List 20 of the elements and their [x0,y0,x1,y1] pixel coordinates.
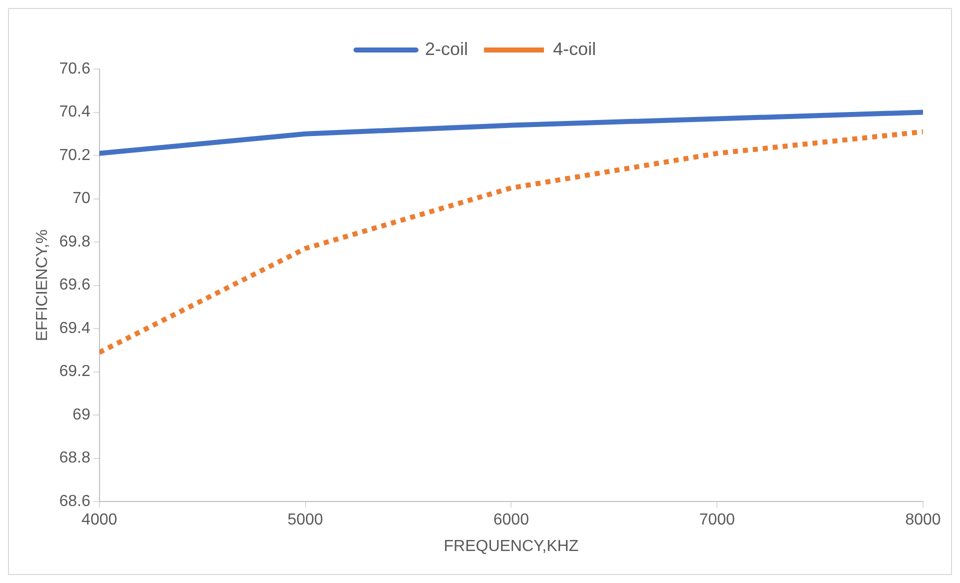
y-tick-label: 70.4 [59,104,90,121]
x-tick-label: 6000 [493,512,530,529]
legend-label: 2-coil [424,38,468,59]
x-axis-title: FREQUENCY,KHZ [444,538,579,555]
y-tick-label: 70 [72,190,90,208]
y-tick-label: 68.6 [59,493,90,510]
y-tick-label: 69 [72,406,90,424]
x-tick-label: 7000 [699,512,735,529]
legend-label: 4-coil [553,38,596,59]
x-tick-label: 4000 [82,512,118,529]
x-tick-label: 8000 [905,512,941,529]
y-tick-label: 69.2 [59,363,90,380]
y-tick-label: 69.8 [59,233,90,250]
y-tick-label: 68.8 [59,450,90,467]
y-tick-label: 70.2 [59,146,90,164]
y-tick-label: 69.6 [59,276,90,294]
x-tick-label: 5000 [287,512,324,529]
y-axis-title: EFFICIENCY,% [34,229,52,342]
y-tick-label: 69.4 [59,320,90,337]
y-tick-label: 70.6 [59,60,90,78]
